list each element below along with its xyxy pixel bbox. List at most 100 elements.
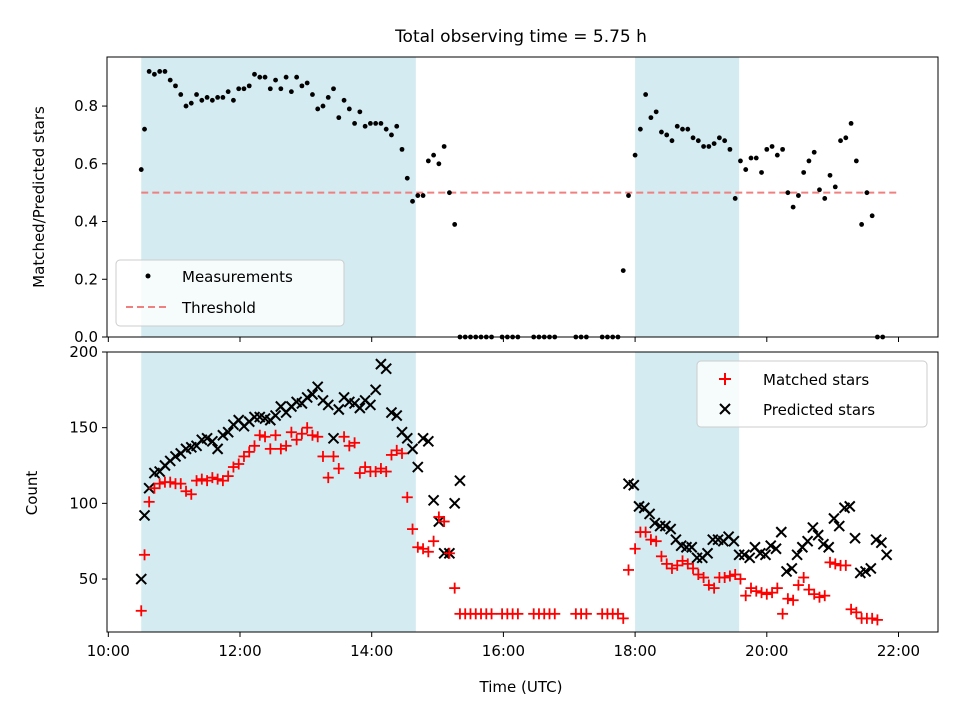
measurement-point — [864, 190, 870, 196]
measurement-point — [304, 80, 310, 86]
bottom-xtick-label: 20:00 — [745, 642, 788, 660]
matched-star-point — [264, 443, 276, 455]
top-legend: Measurements Threshold — [115, 259, 345, 327]
measurement-point — [152, 71, 157, 77]
top-y-ticks: 0.0 0.2 0.4 0.6 0.8 — [74, 97, 107, 346]
matched-star-point — [798, 572, 810, 584]
measurement-point — [626, 193, 631, 198]
matched-star-point — [333, 463, 345, 475]
predicted-star-point — [738, 549, 751, 561]
predicted-star-point — [269, 409, 282, 422]
predicted-star-point — [211, 443, 224, 455]
matched-star-point — [407, 523, 419, 535]
measurement-point — [294, 74, 300, 80]
matched-star-point — [650, 535, 662, 547]
predicted-star-point — [865, 562, 877, 575]
matched-star-point — [291, 434, 303, 446]
measurement-point — [706, 144, 712, 149]
matched-star-point — [154, 478, 166, 490]
matched-star-point — [196, 473, 208, 485]
top-ytick-label: 0.0 — [74, 328, 98, 346]
predicted-star-point — [380, 362, 392, 375]
matched-star-point — [380, 466, 392, 478]
measurement-point — [336, 115, 342, 121]
matched-star-point — [135, 605, 147, 617]
matched-star-point — [617, 612, 629, 624]
measurement-point — [142, 126, 147, 132]
measurement-point — [690, 135, 696, 141]
matched-star-point — [175, 478, 187, 490]
measurement-point — [759, 170, 764, 175]
matched-star-point — [512, 608, 524, 620]
measurement-point — [769, 144, 775, 149]
matched-star-point — [580, 608, 592, 620]
predicted-star-point — [354, 402, 366, 414]
measurement-point — [637, 126, 643, 132]
bottom-xtick-label: 22:00 — [877, 642, 920, 660]
measurement-point — [722, 138, 728, 144]
matched-star-point — [164, 476, 176, 488]
top-ytick-label: 0.8 — [74, 97, 98, 115]
measurement-point — [806, 158, 812, 164]
matched-star-point — [396, 447, 408, 459]
matched-star-point — [206, 472, 218, 484]
matched-star-point — [813, 591, 825, 603]
measurement-point — [146, 69, 152, 74]
predicted-star-point — [743, 552, 756, 564]
matched-star-point — [328, 450, 340, 462]
top-ytick-label: 0.4 — [74, 213, 98, 231]
top-x-ticks — [107, 337, 899, 342]
measurement-point — [827, 172, 833, 178]
top-ytick-label: 0.6 — [74, 155, 98, 173]
predicted-star-point — [135, 573, 147, 585]
matched-star-point — [549, 608, 561, 620]
matched-star-point — [312, 431, 324, 443]
matched-star-point — [687, 562, 699, 574]
matched-star-point — [486, 608, 498, 620]
predicted-star-point — [833, 520, 845, 532]
predicted-star-point — [822, 541, 835, 553]
measurement-point — [320, 103, 326, 109]
measurement-point — [194, 92, 199, 97]
matched-star-point — [719, 572, 731, 584]
matched-star-point — [824, 556, 836, 568]
predicted-star-point — [322, 399, 334, 411]
measurement-point — [748, 155, 754, 161]
matched-star-point — [777, 608, 789, 620]
measurement-point — [410, 198, 415, 204]
matched-star-point — [401, 491, 413, 503]
predicted-star-point — [870, 533, 882, 546]
predicted-star-point — [659, 520, 672, 532]
bottom-xtick-label: 10:00 — [87, 642, 130, 660]
measurement-point — [664, 132, 670, 138]
measurement-point — [346, 106, 352, 112]
bottom-ytick-label: 150 — [69, 419, 98, 437]
measurement-point — [178, 92, 184, 97]
x-axis-label: Time (UTC) — [479, 678, 563, 696]
top-y-axis-label: Matched/Predicted stars — [30, 106, 48, 288]
measurement-point — [801, 170, 807, 175]
measurement-point — [331, 86, 336, 92]
predicted-star-point — [765, 540, 777, 552]
measurement-point — [215, 95, 221, 100]
predicted-star-point — [222, 426, 234, 438]
legend-predicted-label: Predicted stars — [763, 401, 875, 419]
measurement-point — [620, 268, 626, 274]
matched-star-point — [734, 573, 746, 585]
measurement-point — [853, 158, 859, 164]
measurement-point — [441, 144, 447, 149]
measurement-point — [685, 126, 691, 132]
measurement-point — [220, 95, 226, 100]
matched-star-point — [322, 472, 334, 484]
matched-stars-points — [135, 422, 883, 626]
predicted-star-point — [770, 543, 782, 555]
matched-star-point — [771, 582, 783, 594]
predicted-star-point — [728, 535, 740, 547]
predicted-stars-points — [135, 358, 893, 585]
predicted-star-point — [385, 406, 398, 419]
measurement-point — [764, 146, 770, 152]
predicted-star-point — [786, 562, 798, 575]
matched-star-point — [317, 450, 329, 462]
predicted-star-point — [412, 461, 424, 473]
